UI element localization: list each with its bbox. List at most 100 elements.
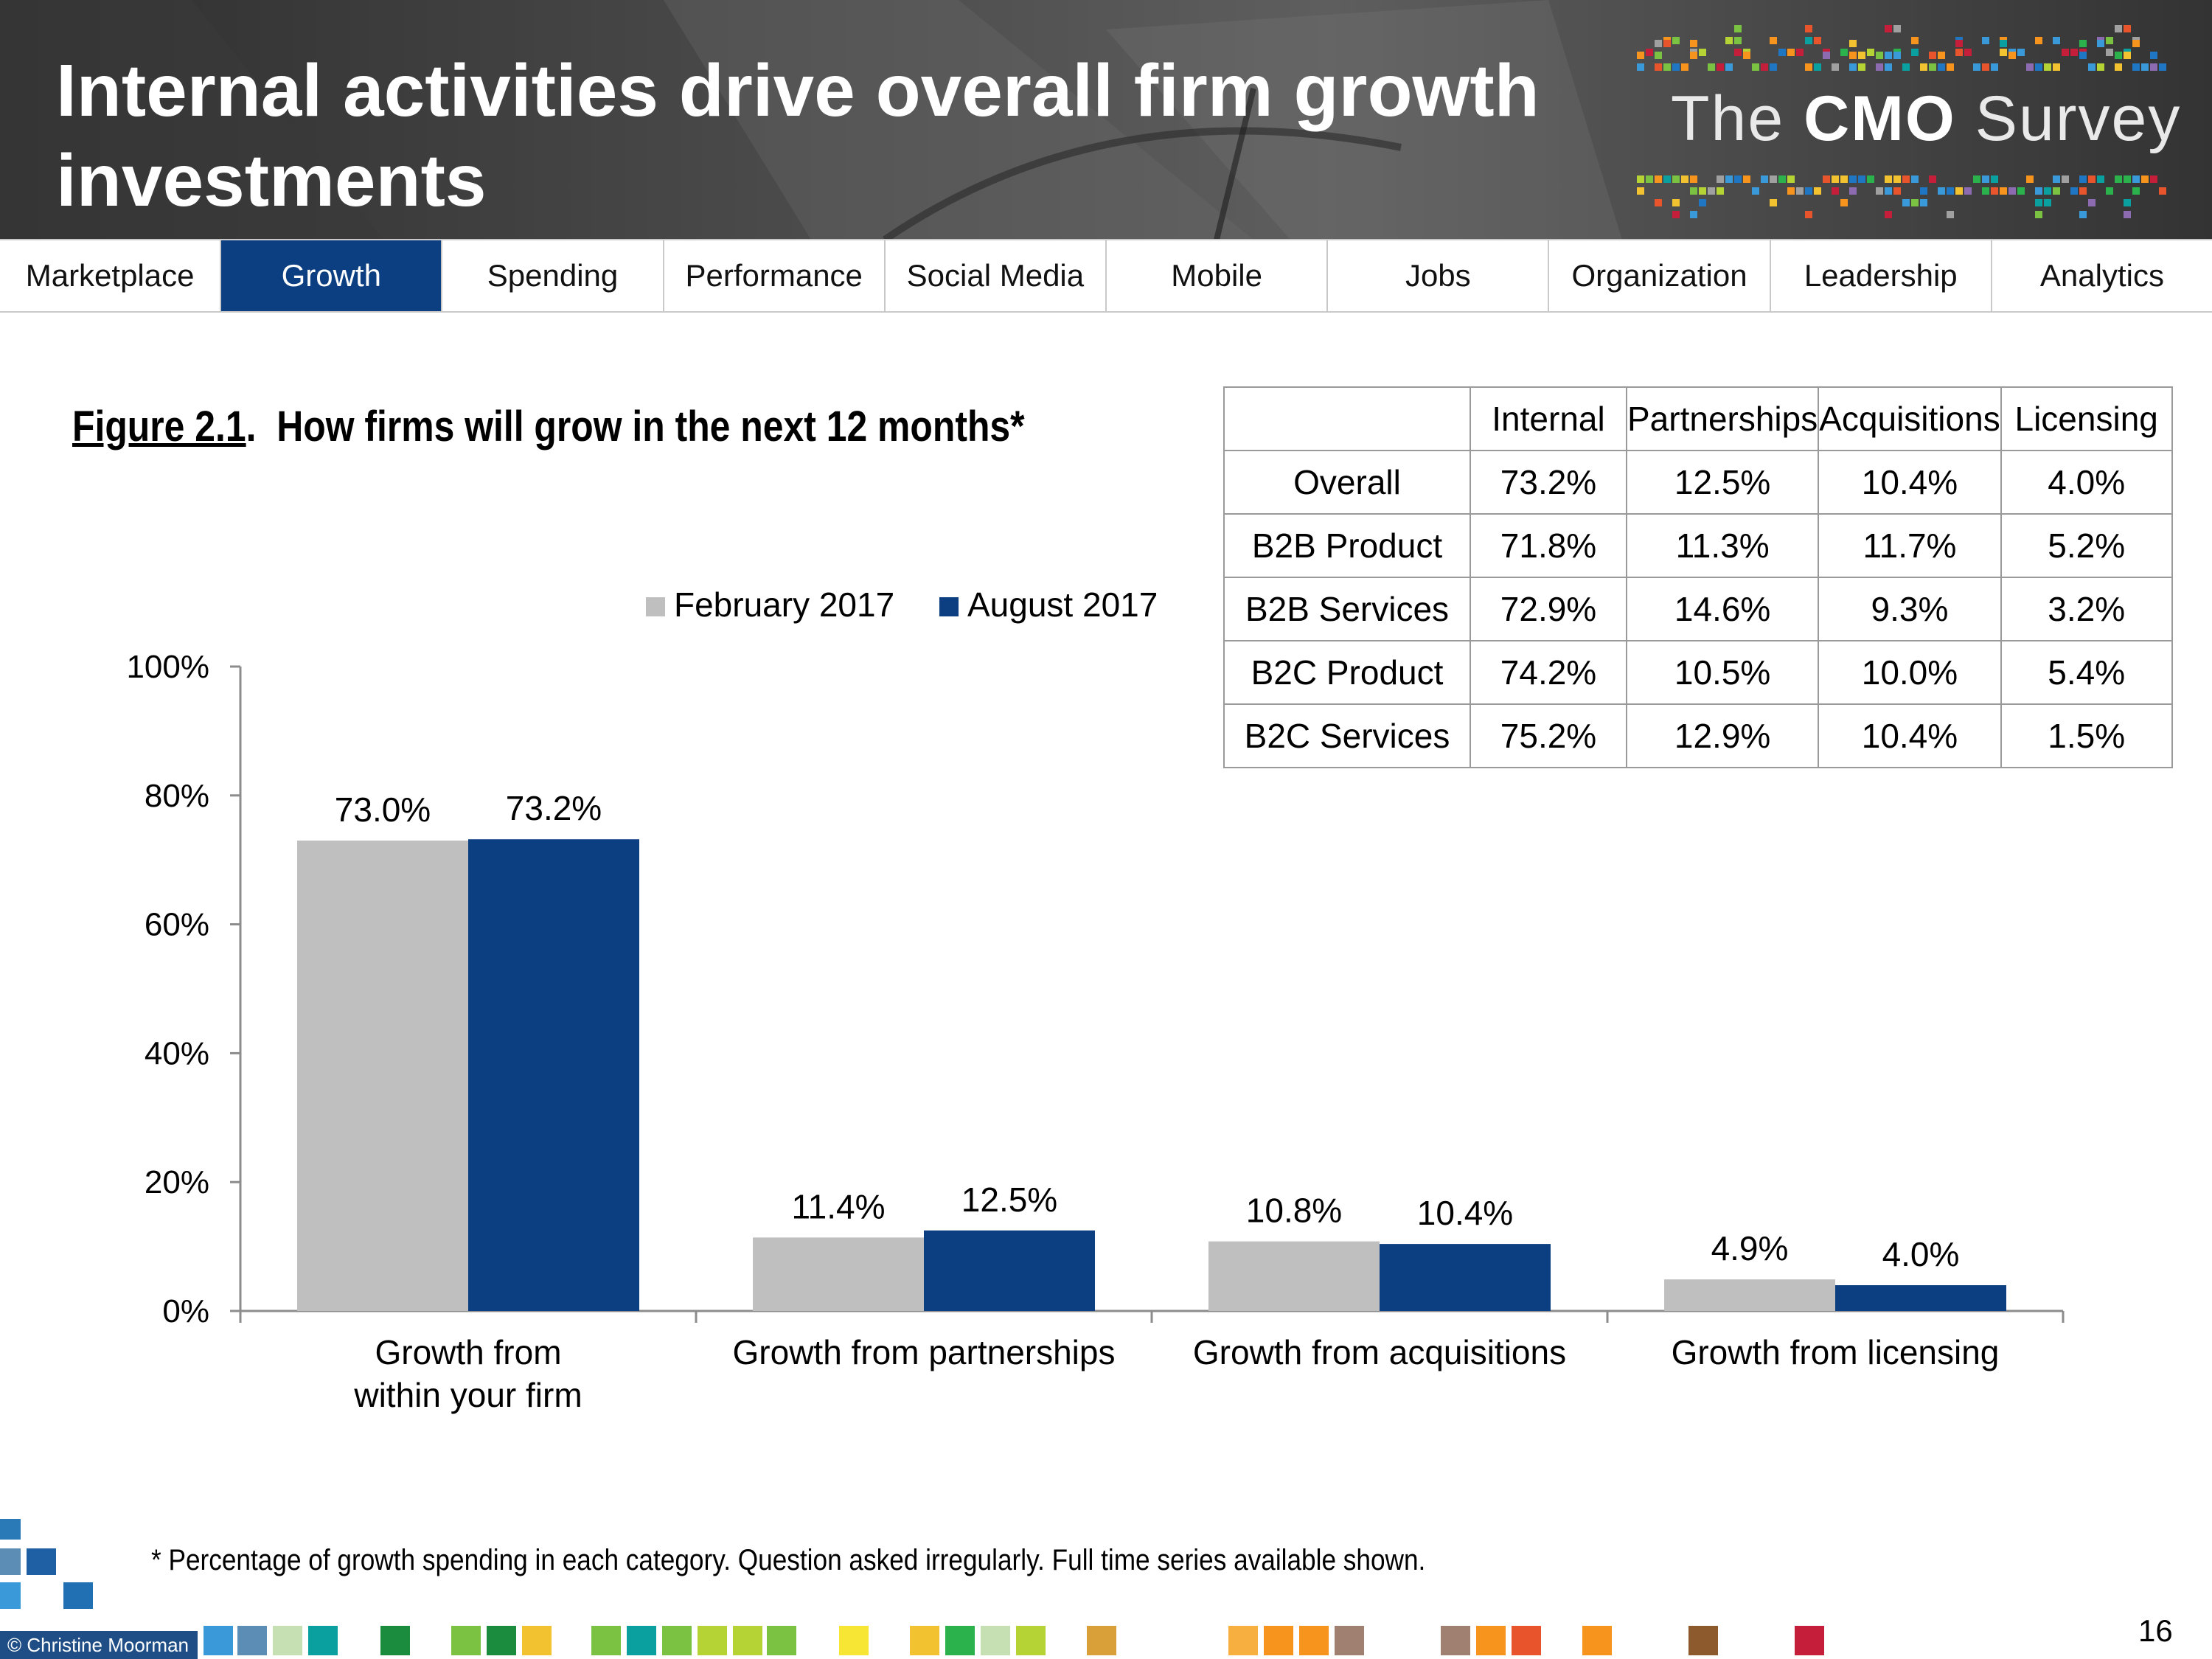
logo-pixel bbox=[2088, 63, 2096, 71]
logo-pixel bbox=[1893, 187, 1901, 195]
tab-jobs[interactable]: Jobs bbox=[1328, 240, 1550, 311]
table-cell: 5.4% bbox=[2000, 640, 2173, 705]
logo-pixel bbox=[1663, 63, 1671, 71]
y-tick-label: 60% bbox=[145, 907, 209, 943]
logo-pixel bbox=[1938, 187, 1945, 195]
table-cell: 1.5% bbox=[2000, 703, 2173, 768]
logo-pixel bbox=[2035, 63, 2042, 71]
logo-pixel bbox=[2150, 63, 2157, 71]
bar-august-2017 bbox=[924, 1230, 1095, 1311]
logo-pixel bbox=[2124, 25, 2131, 32]
tab-analytics[interactable]: Analytics bbox=[2039, 258, 2164, 293]
logo-pixel bbox=[2035, 199, 2042, 206]
logo-pixel bbox=[1840, 199, 1848, 206]
logo-pixel bbox=[1955, 187, 1963, 195]
logo-pixel bbox=[1761, 63, 1768, 71]
table-header-cell: Acquisitions bbox=[1818, 386, 2002, 451]
tab-mobile[interactable]: Mobile bbox=[1107, 240, 1329, 311]
table-cell: 10.0% bbox=[1818, 640, 2002, 705]
legend-swatch bbox=[939, 597, 959, 616]
tab-leadership[interactable]: Leadership bbox=[1771, 240, 1992, 311]
logo-pixel bbox=[2017, 187, 2025, 195]
data-label: 4.0% bbox=[1882, 1235, 1960, 1273]
logo-pixel bbox=[1787, 175, 1795, 183]
tab-marketplace[interactable]: Marketplace bbox=[0, 240, 222, 311]
table-cell: 9.3% bbox=[1818, 577, 2002, 641]
logo-pixel bbox=[2070, 49, 2078, 56]
logo-pixel bbox=[1955, 40, 1963, 47]
logo-pixel bbox=[1867, 49, 1874, 56]
bar-august-2017 bbox=[468, 839, 639, 1311]
tab-growth[interactable]: Growth bbox=[221, 240, 443, 311]
footer-square bbox=[1688, 1626, 1718, 1655]
logo-pixel bbox=[1911, 37, 1919, 44]
footer-color-strip bbox=[204, 1626, 1824, 1655]
logo-pixel bbox=[1876, 63, 1883, 71]
footnote: * Percentage of growth spending in each … bbox=[151, 1544, 1426, 1576]
logo-pixel bbox=[1973, 175, 1980, 183]
bar-august-2017 bbox=[1380, 1244, 1551, 1311]
footer-square bbox=[910, 1626, 939, 1655]
logo-pixel bbox=[2079, 175, 2087, 183]
logo-pixel bbox=[1690, 175, 1697, 183]
logo-pixel bbox=[1849, 187, 1857, 195]
logo-pixel bbox=[2053, 175, 2060, 183]
logo-pixel bbox=[1725, 63, 1733, 71]
logo-pixel bbox=[2106, 187, 2113, 195]
logo-pixel bbox=[1947, 211, 1954, 218]
background-photo bbox=[0, 0, 1622, 240]
logo-pixel bbox=[1637, 187, 1644, 195]
logo-pixel bbox=[1885, 187, 1892, 195]
table-cell: 71.8% bbox=[1470, 513, 1627, 578]
logo-pixel bbox=[2026, 175, 2034, 183]
logo-pixel bbox=[1725, 37, 1733, 44]
logo-pixel bbox=[1885, 211, 1892, 218]
logo-pixel bbox=[2097, 175, 2104, 183]
footer-square bbox=[945, 1626, 975, 1655]
logo-pixel bbox=[2132, 175, 2140, 183]
logo-pixel bbox=[1849, 52, 1857, 59]
legend-label: August 2017 bbox=[967, 585, 1158, 624]
logo-brand: CMO bbox=[1804, 83, 1956, 154]
category-label: Growth from partnerships bbox=[733, 1333, 1116, 1371]
logo-pixel bbox=[1849, 63, 1857, 71]
logo-pixel bbox=[2017, 49, 2025, 56]
logo-pixel bbox=[2053, 187, 2060, 195]
logo-pixel bbox=[1893, 175, 1901, 183]
logo-pixel bbox=[2132, 187, 2140, 195]
logo-pixel bbox=[1681, 175, 1688, 183]
logo-pixel bbox=[2115, 63, 2122, 71]
logo-pixel bbox=[1832, 63, 1839, 71]
tab-spending[interactable]: Spending bbox=[442, 240, 664, 311]
logo-pixel bbox=[1672, 63, 1680, 71]
tab-performance[interactable]: Performance bbox=[664, 240, 886, 311]
logo-pixel bbox=[2115, 25, 2122, 32]
table-cell: 4.0% bbox=[2000, 450, 2173, 515]
logo-pixel bbox=[2079, 211, 2087, 218]
footer-square bbox=[237, 1626, 267, 1655]
footer-square bbox=[1016, 1626, 1046, 1655]
footer-square bbox=[1087, 1626, 1116, 1655]
logo-pixel bbox=[1655, 63, 1662, 71]
logo-pixel bbox=[2079, 52, 2087, 59]
footer-square bbox=[591, 1626, 621, 1655]
logo-pixel bbox=[1885, 25, 1892, 32]
logo-pixel bbox=[1991, 63, 1998, 71]
logo-pixel bbox=[2124, 175, 2131, 183]
logo-pixel bbox=[1805, 187, 1812, 195]
table-cell: 12.9% bbox=[1625, 703, 1820, 768]
logo-pixel bbox=[1646, 175, 1653, 183]
tab-social-media[interactable]: Social Media bbox=[886, 240, 1107, 311]
logo-pixel bbox=[1655, 52, 1662, 59]
logo-pixel bbox=[1911, 49, 1919, 56]
growth-table: Internal Partnerships Acquisitions Licen… bbox=[1223, 386, 2173, 768]
tab-organization[interactable]: Organization bbox=[1549, 240, 1771, 311]
logo-pixel bbox=[1637, 63, 1644, 71]
logo-pixel bbox=[1734, 49, 1742, 56]
logo-pixel bbox=[2000, 40, 2007, 47]
logo-pixel bbox=[1876, 187, 1883, 195]
logo-pixel bbox=[2141, 175, 2149, 183]
logo-pixel bbox=[1690, 211, 1697, 218]
table-header-cell: Partnerships bbox=[1625, 386, 1820, 451]
logo-pixel bbox=[1947, 63, 1954, 71]
